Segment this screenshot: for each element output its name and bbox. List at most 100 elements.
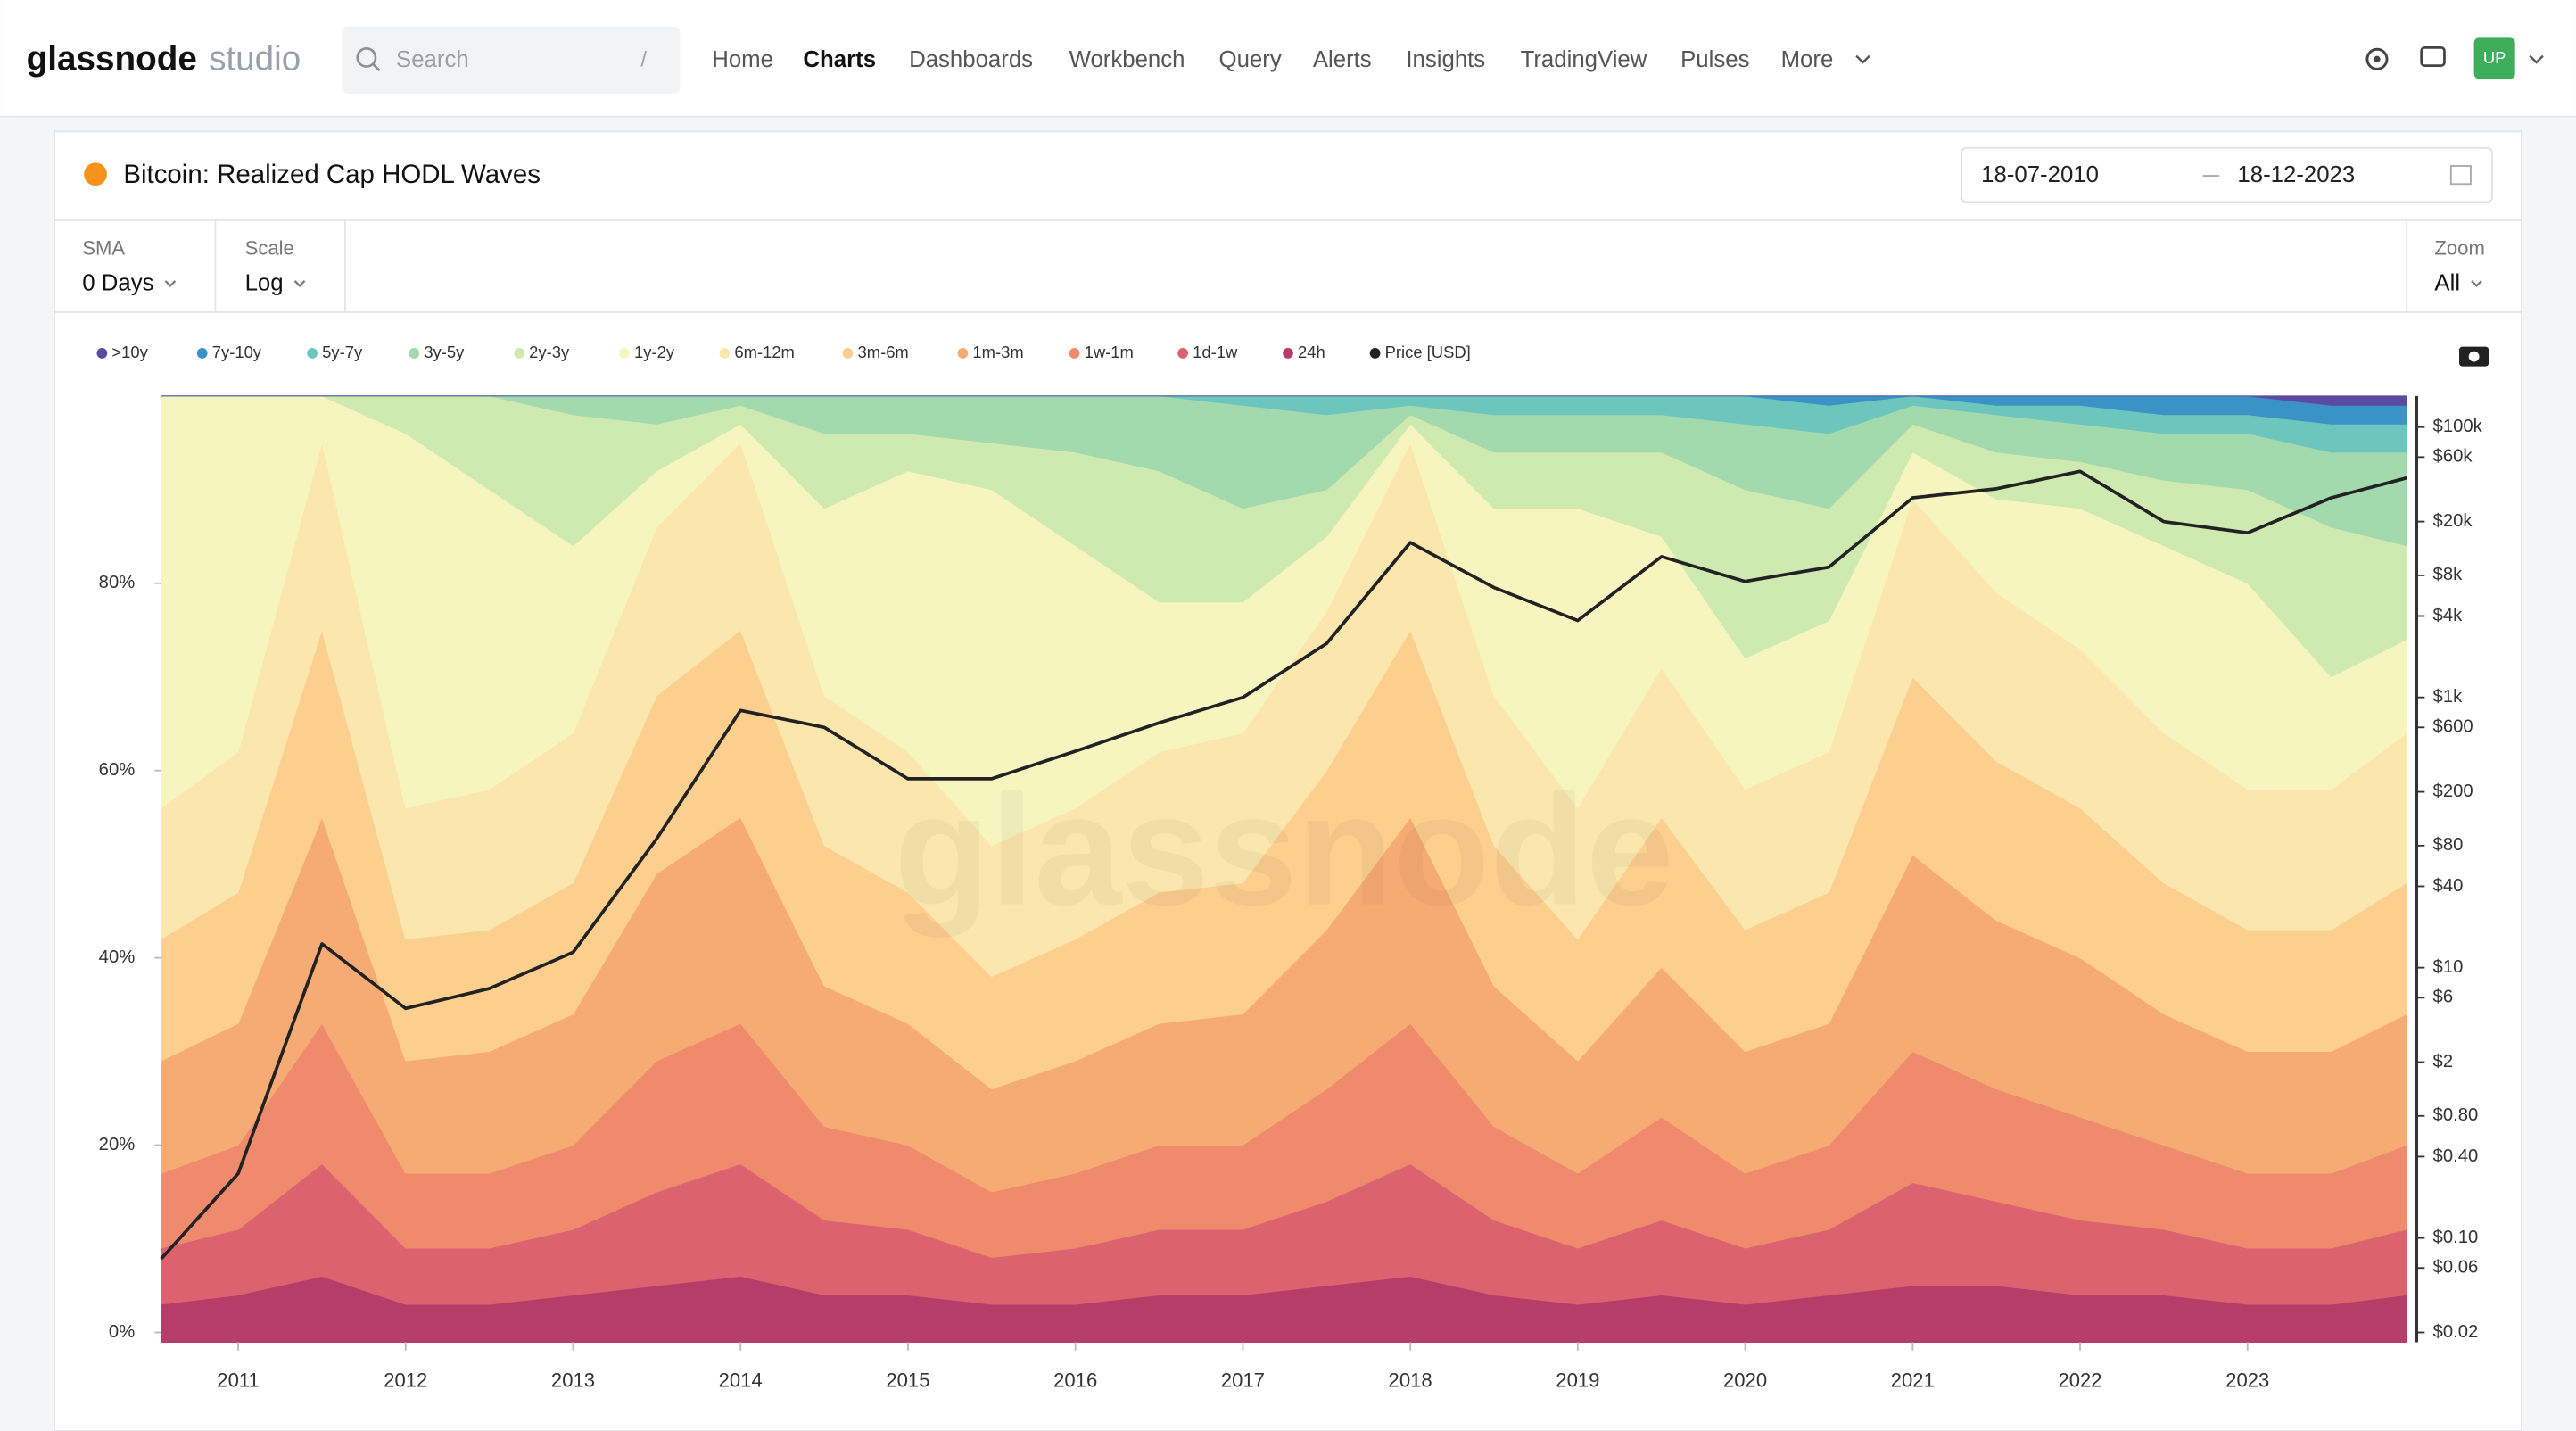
control-label: SMA [82,237,125,260]
legend-label[interactable]: 1y-2y [634,343,675,361]
legend-label[interactable]: 1w-1m [1085,343,1134,361]
x-tick-label: 2017 [1221,1369,1265,1392]
nav-item[interactable]: More [1781,47,1834,72]
legend-label[interactable]: 6m-12m [734,343,795,361]
x-tick-label: 2016 [1053,1369,1097,1392]
y2-tick-label: $4k [2433,606,2464,625]
nav-item[interactable]: Workbench [1069,47,1185,72]
legend-label[interactable]: 2y-3y [529,343,570,361]
chart-title: Bitcoin: Realized Cap HODL Waves [123,160,541,189]
y2-tick-label: $40 [2433,876,2464,896]
control-value[interactable]: 0 Days [82,270,153,295]
legend-swatch[interactable] [842,348,854,359]
y2-tick-label: $100k [2433,417,2483,436]
search-icon-handle [372,62,381,72]
date-range[interactable] [1961,146,2493,203]
legend-swatch[interactable] [409,348,420,359]
date-to[interactable]: 18-12-2023 [2237,162,2355,187]
nav-item[interactable]: Dashboards [909,47,1033,72]
legend-swatch[interactable] [514,348,525,359]
x-tick-label: 2011 [217,1369,259,1392]
legend-swatch[interactable] [1177,348,1189,359]
x-tick-label: 2015 [886,1369,929,1392]
nav-item[interactable]: Alerts [1313,47,1372,72]
legend-swatch[interactable] [957,348,969,359]
search-box[interactable] [342,26,681,94]
legend-label[interactable]: 5y-7y [322,343,363,361]
area-band [161,395,2407,406]
y-tick-label: 40% [99,947,136,967]
avatar[interactable] [2473,37,2515,79]
avatar-initials: UP [2483,48,2506,67]
y2-tick-label: $6 [2433,988,2454,1007]
y2-tick-label: $0.06 [2433,1258,2479,1278]
x-tick-label: 2020 [1723,1369,1767,1392]
legend-swatch[interactable] [619,348,630,359]
legend-label[interactable]: 7y-10y [212,343,262,361]
avatar-chevron[interactable] [2529,54,2544,64]
controls: SMA 0 Days Scale Log Zoom All [82,237,2485,296]
nav: Home Charts Dashboards Workbench Query Alerts… [712,47,1833,72]
legend-label[interactable]: 24h [1298,343,1325,361]
x-tick-label: 2019 [1556,1369,1599,1392]
logo-suffix: studio [209,39,301,78]
nav-item[interactable]: Query [1219,47,1282,72]
legend-label[interactable]: Price [USD] [1385,343,1471,361]
y2-tick-label: $1k [2433,687,2464,707]
y2-tick-label: $600 [2433,717,2473,737]
control-chevron[interactable] [293,280,306,287]
nav-item[interactable]: TradingView [1521,47,1647,72]
y2-tick-label: $0.80 [2433,1105,2479,1125]
y2-tick-label: $0.40 [2433,1146,2479,1166]
y2-tick-label: $0.02 [2433,1322,2479,1342]
control-chevron[interactable] [2471,280,2482,287]
y-tick-label: 60% [99,760,136,780]
y2-tick-label: $2 [2433,1052,2454,1071]
search-icon [356,47,377,68]
feedback-icon[interactable] [2420,46,2446,68]
date-from[interactable]: 18-07-2010 [1981,162,2099,187]
settings-icon[interactable] [2365,47,2389,70]
legend-swatch[interactable] [1369,348,1381,359]
calendar-icon[interactable] [2449,165,2472,186]
legend-label[interactable]: >10y [111,343,148,361]
legend-swatch[interactable] [307,348,318,359]
legend-swatch[interactable] [1069,348,1080,359]
search-shortcut: / [640,47,647,71]
nav-item[interactable]: Insights [1406,47,1485,72]
y-tick-label: 0% [109,1322,135,1342]
nav-item[interactable]: Home [712,47,773,72]
legend-label[interactable]: 3m-6m [858,343,909,361]
nav-item[interactable]: Charts [803,47,876,72]
legend-label[interactable]: 3y-5y [424,343,465,361]
x-tick-label: 2014 [719,1369,763,1392]
legend-label[interactable]: 1d-1w [1193,343,1238,361]
y-tick-label: 80% [99,573,136,592]
search-placeholder: Search [396,47,469,72]
y2-tick-label: $80 [2433,835,2464,855]
screenshot-icon-lens [2468,351,2480,362]
nav-item[interactable]: Pulses [1680,47,1749,72]
control-chevron[interactable] [164,280,177,287]
y-tick-label: 20% [99,1135,136,1154]
control-value[interactable]: Log [245,270,284,295]
y2-tick-label: $10 [2433,957,2464,977]
more-chevron [1855,54,1870,64]
x-tick-label: 2022 [2058,1369,2101,1392]
price-line [160,469,2407,1261]
control-label: Scale [245,237,294,260]
legend: >10y 7y-10y 5y-7y 3y-5y 2y-3y 1y-2y 6m-12m 3m-6… [96,343,1471,361]
control-label: Zoom [2434,237,2484,260]
legend-label[interactable]: 1m-3m [972,343,1023,361]
legend-swatch[interactable] [196,348,208,359]
legend-swatch[interactable] [96,348,108,359]
x-tick-label: 2018 [1389,1369,1432,1392]
legend-swatch[interactable] [719,348,731,359]
legend-swatch[interactable] [1283,348,1293,359]
control-value[interactable]: All [2434,270,2460,295]
logo[interactable]: glassnode [27,39,197,78]
y2-tick-label: $200 [2433,782,2473,801]
x-tick-label: 2012 [384,1369,427,1392]
